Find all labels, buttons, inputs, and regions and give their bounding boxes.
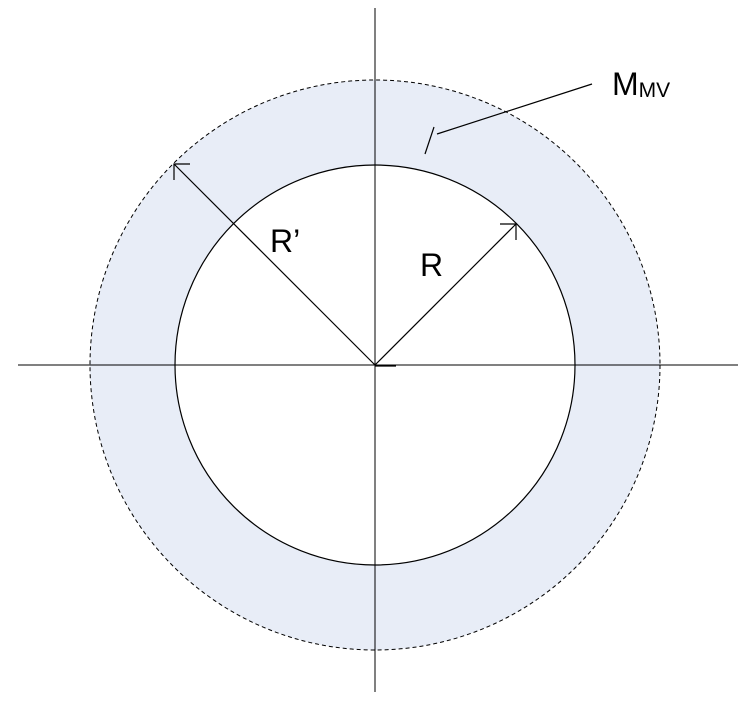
annulus-label: MMV: [612, 66, 670, 102]
annulus-label-main: M: [612, 66, 639, 102]
inner-radius-label: R: [420, 247, 443, 283]
outer-radius-label: R’: [270, 223, 300, 259]
leader-line: [424, 83, 593, 155]
outer-radius-arrow: [173, 163, 376, 366]
inner-radius-arrow: [374, 223, 517, 366]
annulus-label-sub: MV: [639, 79, 671, 102]
